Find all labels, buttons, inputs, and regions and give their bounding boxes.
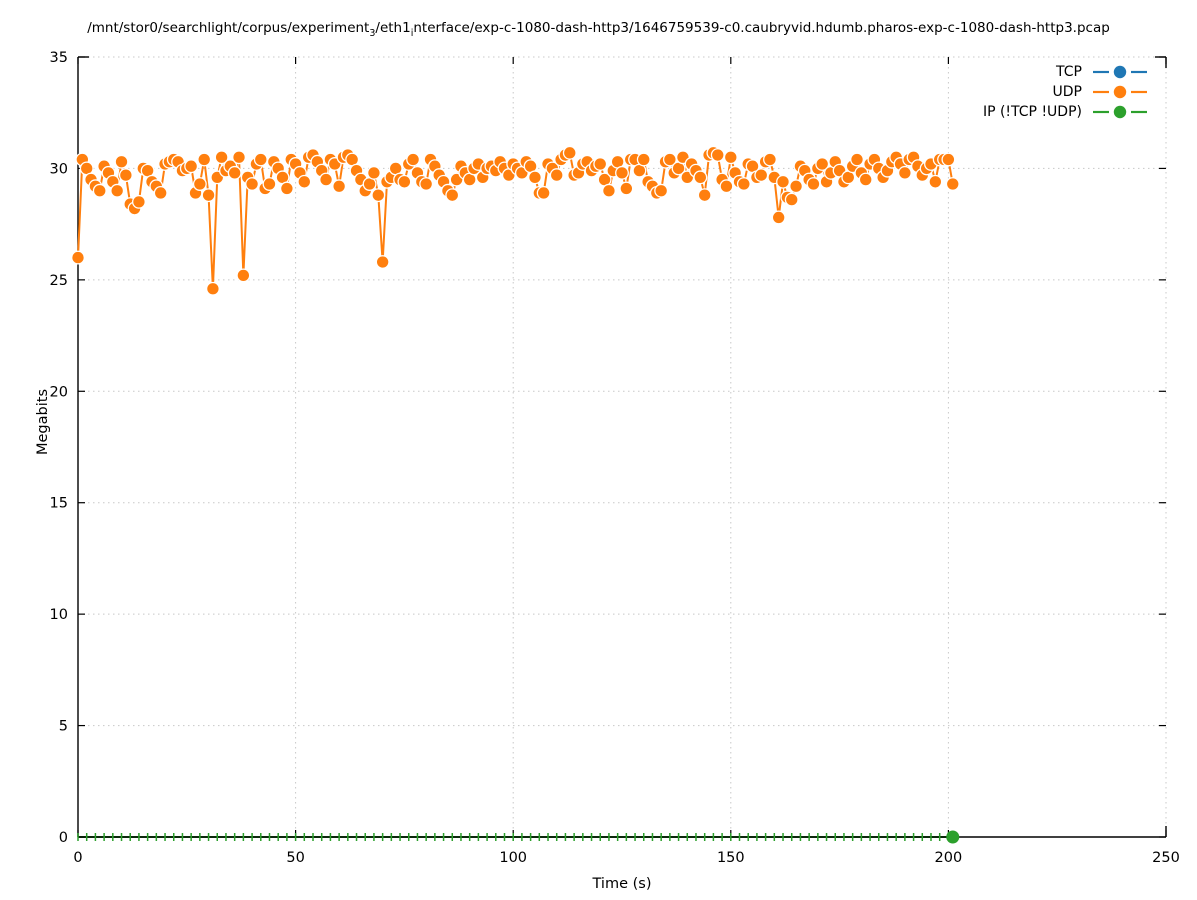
udp-point-69 bbox=[371, 188, 386, 203]
udp-point-157 bbox=[754, 168, 769, 183]
title-part3: nterface/exp-c-1080-dash-http3/164675953… bbox=[413, 20, 1110, 36]
udp-point-0 bbox=[71, 250, 85, 265]
udp-point-130 bbox=[636, 152, 651, 167]
legend-row-tcp: TCP bbox=[1056, 63, 1148, 80]
udp-point-122 bbox=[601, 183, 616, 198]
y-axis-label: Megabits bbox=[35, 389, 51, 455]
udp-point-33 bbox=[214, 150, 229, 165]
y-tick-label-10: 10 bbox=[50, 607, 68, 623]
udp-point-134 bbox=[654, 183, 669, 198]
udp-point-57 bbox=[319, 172, 334, 187]
udp-point-150 bbox=[723, 150, 738, 165]
chart-title: /mnt/stor0/searchlight/corpus/experiment… bbox=[87, 20, 1110, 39]
udp-point-36 bbox=[227, 165, 242, 180]
udp-point-164 bbox=[784, 192, 799, 207]
y-tick-label-5: 5 bbox=[59, 719, 68, 735]
x-tick-label-100: 100 bbox=[499, 850, 527, 866]
udp-point-37 bbox=[232, 150, 246, 165]
y-tick-label-35: 35 bbox=[50, 50, 68, 66]
udp-point-30 bbox=[201, 188, 216, 203]
udp-point-29 bbox=[197, 152, 212, 167]
y-tick-label-25: 25 bbox=[50, 273, 68, 289]
udp-point-60 bbox=[332, 179, 347, 194]
udp-point-126 bbox=[619, 181, 634, 196]
udp-point-169 bbox=[806, 177, 821, 191]
udp-point-26 bbox=[184, 159, 199, 174]
udp-point-5 bbox=[92, 183, 107, 198]
y-tick-label-30: 30 bbox=[50, 161, 68, 177]
legend-row-ip: IP (!TCP !UDP) bbox=[982, 103, 1148, 120]
legend: TCP UDP IP (!TCP !UDP) bbox=[982, 63, 1148, 120]
x-tick-label-250: 250 bbox=[1152, 850, 1180, 866]
title-subscript-3: 3 bbox=[369, 27, 376, 39]
title-part2: /eth1 bbox=[375, 20, 411, 36]
udp-point-147 bbox=[710, 148, 725, 163]
udp-point-105 bbox=[528, 170, 542, 185]
udp-point-80 bbox=[419, 177, 434, 191]
legend-sample-udp-icon bbox=[1093, 85, 1147, 98]
udp-point-48 bbox=[279, 181, 294, 196]
udp-point-19 bbox=[153, 185, 168, 200]
udp-point-75 bbox=[397, 174, 412, 189]
udp-point-190 bbox=[897, 165, 912, 180]
legend-label-ip: IP (!TCP !UDP) bbox=[982, 103, 1082, 120]
udp-point-125 bbox=[615, 165, 629, 180]
udp-point-110 bbox=[549, 168, 564, 183]
udp-point-77 bbox=[406, 152, 421, 167]
legend-label-udp: UDP bbox=[1052, 83, 1082, 100]
udp-point-179 bbox=[850, 152, 864, 167]
udp-point-143 bbox=[693, 170, 708, 185]
udp-point-68 bbox=[366, 165, 381, 180]
y-tick-label-20: 20 bbox=[50, 384, 68, 400]
udp-point-44 bbox=[262, 177, 277, 191]
udp-point-14 bbox=[131, 194, 146, 209]
udp-point-86 bbox=[445, 188, 460, 203]
udp-point-200 bbox=[941, 152, 956, 167]
x-tick-label-150: 150 bbox=[717, 850, 745, 866]
udp-point-38 bbox=[236, 268, 251, 283]
udp-point-149 bbox=[719, 179, 734, 194]
legend-label-tcp: TCP bbox=[1056, 63, 1082, 80]
y-tick-label-0: 0 bbox=[59, 830, 68, 846]
udp-point-144 bbox=[697, 188, 712, 203]
udp-point-181 bbox=[858, 172, 873, 187]
udp-point-201 bbox=[945, 177, 960, 191]
udp-point-10 bbox=[114, 154, 129, 169]
udp-point-70 bbox=[375, 255, 390, 269]
udp-point-11 bbox=[118, 168, 133, 183]
y-tick-label-15: 15 bbox=[50, 496, 68, 512]
udp-point-28 bbox=[192, 177, 207, 191]
udp-point-197 bbox=[928, 174, 943, 189]
udp-point-31 bbox=[205, 281, 220, 296]
ip-end-point bbox=[946, 830, 960, 844]
title-part1: /mnt/stor0/searchlight/corpus/experiment bbox=[87, 20, 370, 36]
legend-sample-ip-icon bbox=[1093, 105, 1147, 118]
udp-point-107 bbox=[536, 185, 551, 200]
udp-point-159 bbox=[763, 152, 777, 167]
udp-point-171 bbox=[815, 157, 830, 171]
x-tick-label-200: 200 bbox=[935, 850, 963, 866]
udp-point-161 bbox=[771, 210, 786, 225]
legend-sample-tcp-icon bbox=[1093, 65, 1147, 78]
udp-point-42 bbox=[253, 152, 268, 167]
legend-row-udp: UDP bbox=[1052, 83, 1148, 100]
udp-point-162 bbox=[776, 174, 790, 189]
udp-point-113 bbox=[562, 145, 577, 160]
udp-point-52 bbox=[297, 174, 312, 189]
x-tick-label-0: 0 bbox=[73, 850, 82, 866]
udp-point-153 bbox=[736, 177, 751, 191]
udp-point-40 bbox=[245, 177, 260, 191]
x-axis-label: Time (s) bbox=[592, 876, 652, 892]
udp-point-165 bbox=[789, 179, 804, 194]
udp-point-136 bbox=[662, 152, 677, 167]
title-subscript-i: i bbox=[410, 27, 414, 39]
udp-point-120 bbox=[593, 157, 608, 171]
udp-point-9 bbox=[110, 183, 125, 198]
x-tick-label-50: 50 bbox=[286, 850, 304, 866]
